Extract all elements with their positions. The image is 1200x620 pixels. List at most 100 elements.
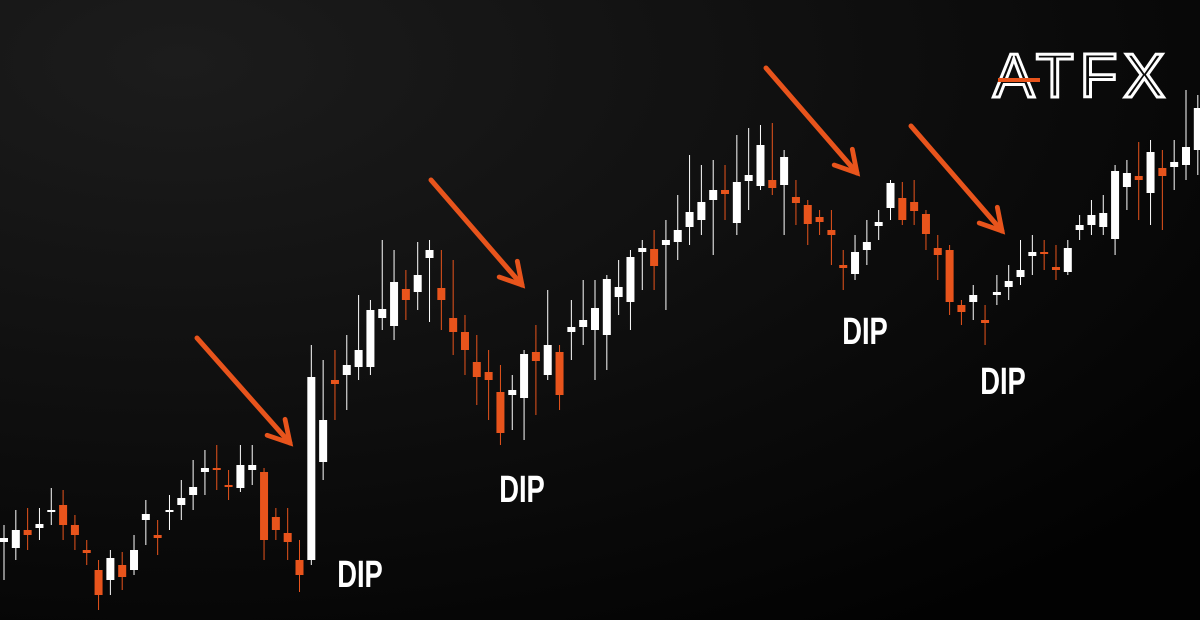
candle-body — [378, 309, 387, 318]
candle-body — [35, 524, 44, 528]
candle-body — [910, 202, 919, 211]
candle-body — [1182, 147, 1190, 165]
candle-body — [579, 320, 588, 327]
candle-body — [47, 510, 56, 512]
candle-body — [224, 485, 233, 487]
candle-body — [768, 180, 777, 188]
candle-body — [330, 380, 339, 384]
candle-body — [697, 202, 706, 220]
candle-body — [307, 377, 316, 560]
candle-body — [260, 472, 269, 540]
candle-body — [638, 248, 647, 252]
candle-body — [153, 535, 162, 538]
annotation: DIP — [980, 361, 1026, 403]
candles — [0, 90, 1200, 610]
candle-body — [106, 558, 115, 580]
candle-body — [295, 560, 304, 575]
candle-body — [957, 305, 966, 312]
candle-body — [1087, 215, 1096, 225]
candle-body — [0, 538, 8, 542]
candle-body — [200, 468, 209, 472]
annotation: DIP — [842, 311, 888, 353]
candle-body — [626, 257, 635, 302]
annotation: DIP — [337, 554, 383, 596]
candle-body — [981, 320, 990, 323]
arrow — [428, 177, 526, 289]
candle-body — [673, 230, 682, 242]
candle-body — [319, 420, 328, 462]
candle-body — [1122, 173, 1131, 187]
candle-body — [1040, 252, 1049, 254]
candle-body — [401, 289, 410, 300]
candle-body — [1170, 162, 1179, 167]
candle-body — [650, 249, 659, 266]
candle-body — [945, 250, 954, 302]
candle-body — [567, 327, 576, 332]
candle-body — [189, 487, 198, 495]
arrow — [908, 123, 1006, 235]
candle-body — [1193, 108, 1200, 150]
candle-body — [827, 230, 836, 235]
candle-body — [874, 222, 883, 226]
candle-body — [70, 525, 79, 535]
candle-body — [366, 310, 375, 367]
candle-body — [839, 265, 848, 268]
candle-body — [118, 565, 127, 577]
candle-body — [496, 392, 505, 433]
candle-body — [614, 287, 623, 297]
candle-body — [508, 390, 517, 395]
candle-body — [602, 279, 611, 335]
candle-body — [721, 190, 730, 194]
candle-body — [82, 550, 91, 553]
candle-body — [921, 214, 930, 234]
candle-body — [815, 217, 824, 222]
candle-body — [756, 145, 765, 186]
candle-body — [449, 318, 458, 332]
candle-body — [591, 308, 599, 330]
candle-body — [886, 183, 895, 208]
candle-body — [732, 182, 741, 223]
candle-body — [212, 468, 221, 470]
candle-body — [248, 465, 257, 470]
candle-body — [898, 198, 907, 220]
candle-body — [555, 352, 564, 395]
candle-body — [271, 517, 280, 530]
candle-body — [141, 514, 150, 520]
candle-body — [791, 197, 800, 203]
candle-body — [59, 505, 68, 525]
candle-body — [283, 533, 292, 542]
candle-body — [543, 345, 552, 375]
candle-body — [390, 282, 399, 326]
candle-body — [1016, 270, 1025, 277]
candle-body — [472, 362, 481, 377]
arrow — [194, 335, 294, 447]
candle-body — [11, 530, 20, 548]
candle-body — [425, 250, 434, 258]
candle-body — [803, 205, 812, 224]
arrow — [763, 65, 861, 177]
candle-body — [1075, 225, 1084, 230]
candle-body — [685, 212, 694, 227]
candle-body — [1004, 281, 1013, 287]
candle-body — [1158, 168, 1167, 176]
candle-body — [1099, 213, 1108, 227]
logo: ATFX — [993, 42, 1171, 111]
candle-body — [933, 248, 942, 255]
candle-body — [354, 350, 363, 367]
candle-body — [531, 352, 540, 361]
candle-body — [969, 295, 978, 302]
candle-body — [851, 252, 860, 274]
candle-body — [709, 190, 718, 200]
candle-body — [236, 465, 245, 488]
candle-body — [437, 288, 446, 300]
candle-body — [992, 292, 1001, 295]
candle-body — [130, 550, 139, 570]
candle-body — [1028, 252, 1037, 256]
candle-body — [23, 530, 32, 535]
candle-body — [484, 372, 493, 380]
candle-body — [1146, 152, 1155, 193]
arrows — [194, 65, 1006, 447]
candle-body — [661, 240, 670, 245]
